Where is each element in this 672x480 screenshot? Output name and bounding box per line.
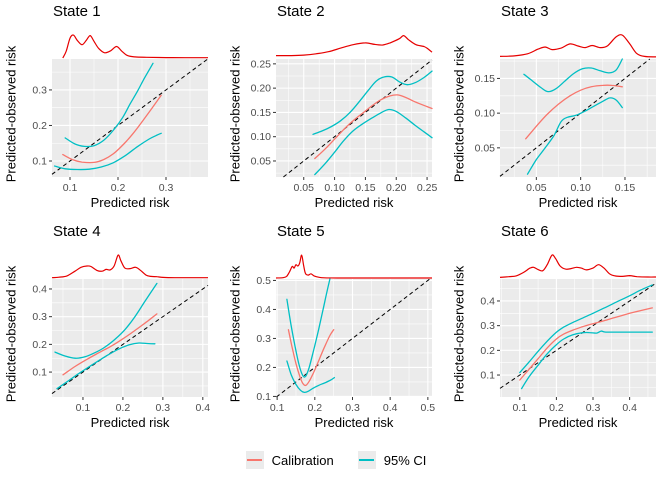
svg-text:0.10: 0.10 [251, 131, 272, 143]
svg-text:0.2: 0.2 [256, 362, 271, 374]
svg-text:0.3: 0.3 [32, 311, 47, 323]
svg-text:0.1: 0.1 [32, 367, 47, 379]
svg-text:0.3: 0.3 [159, 182, 174, 194]
svg-text:0.10: 0.10 [324, 182, 345, 194]
subplot-state-2: State 2 Predicted-observed risk 0.05 0.10… [224, 0, 448, 220]
x-axis-label: Predicted risk [314, 195, 394, 210]
subplot-title: State 1 [53, 3, 101, 20]
legend-label-ci: 95% CI [383, 452, 427, 468]
svg-text:0.4: 0.4 [196, 402, 211, 414]
svg-text:0.1: 0.1 [270, 402, 285, 414]
subplot-title: State 6 [501, 223, 549, 240]
svg-text:0.3: 0.3 [156, 402, 171, 414]
svg-text:0.25: 0.25 [417, 182, 438, 194]
legend-item-calibration: Calibration [245, 451, 334, 469]
x-axis-label: Predicted risk [538, 195, 618, 210]
subplot-state-1: State 1 Predicted-observed risk 0.1 0.2 0.… [0, 0, 224, 220]
svg-text:0.4: 0.4 [383, 402, 398, 414]
svg-text:0.15: 0.15 [251, 107, 272, 119]
svg-text:0.2: 0.2 [111, 182, 126, 194]
subplot-title: State 3 [501, 3, 549, 20]
svg-text:0.1: 0.1 [480, 370, 495, 382]
svg-text:0.2: 0.2 [480, 345, 495, 357]
figure-grid: State 1 Predicted-observed risk 0.1 0.2 0.… [0, 0, 672, 440]
x-axis-label: Predicted risk [90, 415, 170, 430]
svg-text:0.15: 0.15 [475, 73, 496, 85]
subplot-title: State 4 [53, 223, 101, 240]
svg-text:0.2: 0.2 [32, 339, 47, 351]
plot-area: 0.1 0.2 0.3 0.1 0.2 0.3 [32, 34, 209, 194]
subplot-state-3: State 3 Predicted-observed risk 0.05 0.10… [448, 0, 672, 220]
svg-text:0.25: 0.25 [251, 58, 272, 70]
subplot-title: State 2 [277, 3, 325, 20]
svg-text:0.2: 0.2 [308, 402, 323, 414]
svg-text:0.05: 0.05 [294, 182, 315, 194]
calibration-line-swatch [247, 459, 263, 461]
svg-text:0.5: 0.5 [421, 402, 436, 414]
legend-key-calibration [245, 451, 264, 469]
x-axis-label: Predicted risk [314, 415, 394, 430]
legend-label-calibration: Calibration [271, 452, 334, 468]
svg-text:0.05: 0.05 [475, 142, 496, 154]
svg-text:0.05: 0.05 [526, 182, 547, 194]
legend: Calibration 95% CI [0, 440, 672, 480]
svg-text:0.3: 0.3 [32, 84, 47, 96]
plot-area: 0.05 0.10 0.15 0.05 0.10 0.15 [475, 34, 657, 194]
svg-text:0.4: 0.4 [480, 295, 495, 307]
svg-text:0.2: 0.2 [116, 402, 131, 414]
svg-text:0.1: 0.1 [512, 402, 527, 414]
svg-text:0.4: 0.4 [622, 402, 637, 414]
plot-area: 0.05 0.10 0.15 0.20 0.25 0.05 0.10 0.15 0.20 0.25 [251, 35, 438, 194]
subplot-state-4: State 4 Predicted-observed risk 0.1 0.2 0.… [0, 220, 224, 440]
svg-text:0.3: 0.3 [586, 402, 601, 414]
svg-text:0.15: 0.15 [355, 182, 376, 194]
svg-text:0.3: 0.3 [480, 320, 495, 332]
svg-text:0.5: 0.5 [256, 275, 271, 287]
plot-area: 0.1 0.2 0.3 0.4 0.1 0.2 0.3 0.4 [480, 254, 657, 414]
svg-text:0.10: 0.10 [475, 108, 496, 120]
subplot-state-5: State 5 Predicted-observed risk 0.1 0.2 0.… [224, 220, 448, 440]
svg-text:0.1: 0.1 [32, 156, 47, 168]
svg-text:0.05: 0.05 [251, 155, 272, 167]
svg-text:0.1: 0.1 [76, 402, 91, 414]
svg-text:0.1: 0.1 [63, 182, 78, 194]
legend-item-ci: 95% CI [357, 451, 427, 469]
plot-area: 0.1 0.2 0.3 0.4 0.1 0.2 0.3 0.4 [32, 254, 211, 414]
svg-text:0.4: 0.4 [256, 304, 271, 316]
svg-text:0.10: 0.10 [570, 182, 591, 194]
subplot-title: State 5 [277, 223, 325, 240]
ci-line-swatch [359, 459, 375, 461]
plot-area: 0.1 0.2 0.3 0.4 0.5 0.1 0.2 0.3 0.4 0.5 [256, 254, 436, 414]
svg-text:0.3: 0.3 [345, 402, 360, 414]
svg-text:0.3: 0.3 [256, 333, 271, 345]
x-axis-label: Predicted risk [538, 415, 618, 430]
legend-key-ci [357, 451, 376, 469]
svg-text:0.1: 0.1 [256, 391, 271, 403]
svg-text:0.20: 0.20 [386, 182, 407, 194]
svg-text:0.2: 0.2 [549, 402, 564, 414]
subplot-state-6: State 6 Predicted-observed risk 0.1 0.2 0.… [448, 220, 672, 440]
svg-text:0.4: 0.4 [32, 283, 47, 295]
svg-text:0.15: 0.15 [615, 182, 636, 194]
svg-text:0.2: 0.2 [32, 120, 47, 132]
x-axis-label: Predicted risk [90, 195, 170, 210]
svg-text:0.20: 0.20 [251, 83, 272, 95]
